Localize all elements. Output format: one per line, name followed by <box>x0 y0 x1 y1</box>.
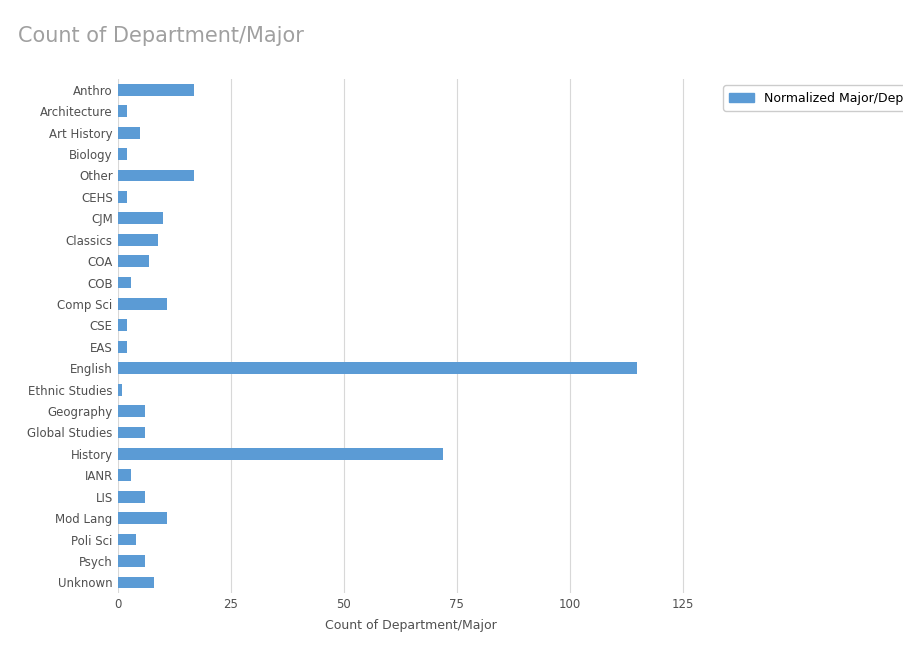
Legend: Normalized Major/Dept: Normalized Major/Dept <box>722 85 903 111</box>
Bar <box>117 277 131 289</box>
Bar <box>117 341 126 353</box>
Bar <box>117 84 194 96</box>
Text: Count of Department/Major: Count of Department/Major <box>18 26 303 46</box>
Bar <box>117 148 126 160</box>
Bar <box>117 234 158 246</box>
Bar <box>117 555 144 567</box>
Bar <box>117 426 144 438</box>
Bar <box>117 362 637 374</box>
Bar <box>117 384 122 395</box>
Bar <box>117 512 167 524</box>
Bar <box>117 534 135 546</box>
Bar <box>117 405 144 417</box>
Bar <box>117 448 442 460</box>
Bar <box>117 169 194 181</box>
Bar <box>117 191 126 203</box>
Bar <box>117 255 149 267</box>
Bar <box>117 127 140 138</box>
Bar <box>117 469 131 481</box>
Bar <box>117 577 154 588</box>
Bar <box>117 212 163 224</box>
Bar <box>117 320 126 331</box>
X-axis label: Count of Department/Major: Count of Department/Major <box>325 619 497 632</box>
Bar <box>117 491 144 503</box>
Bar <box>117 105 126 117</box>
Bar <box>117 298 167 310</box>
